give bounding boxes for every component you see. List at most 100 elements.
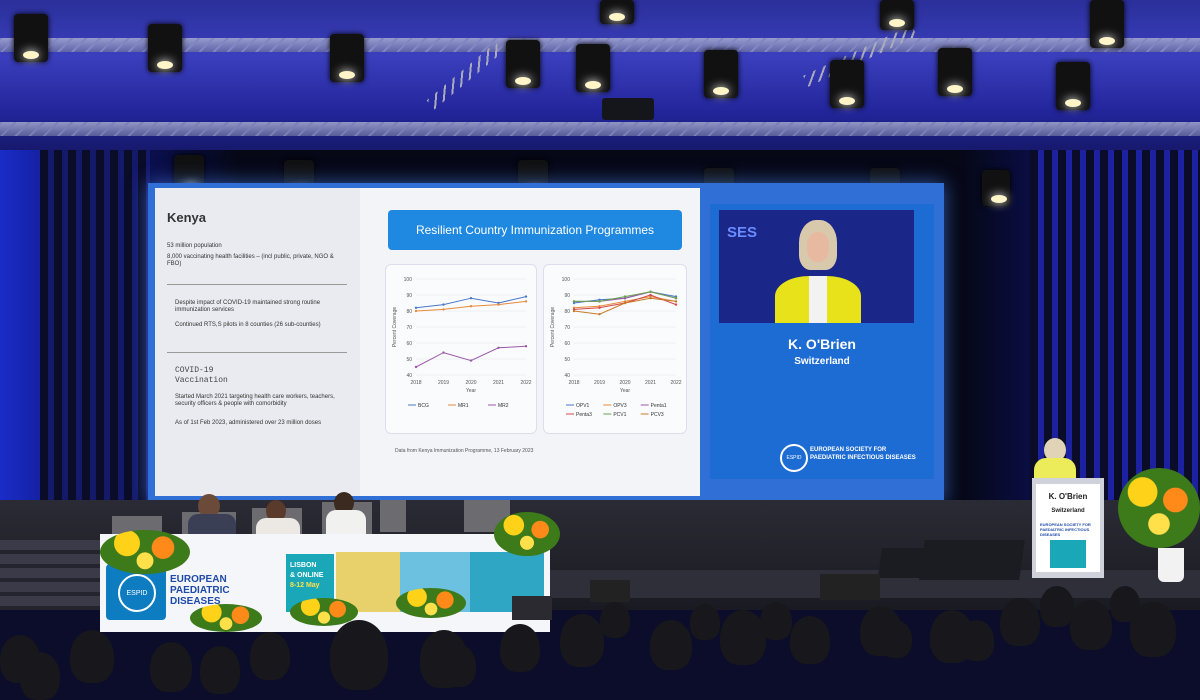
data-point (524, 300, 528, 303)
x-tick-label: 2021 (493, 380, 504, 386)
data-point (469, 359, 473, 362)
stage-speaker (820, 574, 880, 600)
x-tick-label: 2018 (568, 380, 579, 386)
y-axis-label: Percent Coverage (392, 307, 398, 348)
data-point (469, 305, 473, 308)
espid-logo: ESPID (118, 574, 156, 612)
legend-label: PCV1 (613, 412, 626, 418)
audience (0, 580, 1200, 700)
y-tick-label: 60 (406, 341, 412, 347)
stage-spotlight (576, 44, 610, 92)
x-tick-label: 2018 (410, 380, 421, 386)
bullet: Started March 2021 targeting health care… (175, 394, 335, 407)
series-line-mr2 (415, 345, 527, 368)
projector (602, 98, 654, 120)
divider (167, 352, 347, 353)
data-point (572, 300, 576, 303)
audience-member (500, 624, 540, 672)
audience-member (880, 620, 912, 659)
audience-member (330, 620, 388, 690)
chart-opv-penta-pcv: 100 90 80 70 60 50 40 2018 2019 2020 2021 2022 Year P… (543, 264, 687, 434)
legend-label: Penta1 (651, 403, 667, 409)
data-point (674, 300, 678, 303)
data-point (442, 351, 445, 354)
data-point (414, 365, 418, 369)
data-point (572, 309, 576, 313)
slide-source-note: Data from Kenya Immunization Programme, … (395, 448, 534, 454)
stage-spotlight (982, 170, 1010, 206)
audience-member (200, 646, 240, 694)
x-tick-label: 2021 (645, 380, 656, 386)
lectern-org: EUROPEAN SOCIETY FOR PAEDIATRIC INFECTIO… (1040, 522, 1091, 537)
audience-member (600, 602, 630, 638)
stage-curtain (40, 150, 150, 510)
data-point (442, 308, 445, 311)
covid-heading: COVID-19 Vaccination (175, 366, 228, 385)
data-point (497, 346, 500, 349)
stage-spotlight (506, 40, 540, 88)
data-point (649, 293, 652, 297)
audience-member (1040, 586, 1074, 627)
banner-mode: & ONLINE (290, 572, 324, 579)
data-point (623, 301, 627, 305)
lectern-sign: K. O'Brien Switzerland EUROPEAN SOCIETY … (1036, 484, 1100, 572)
audience-member (760, 602, 792, 641)
banner-line-1: EUROPEAN (170, 574, 227, 585)
speaker-country: Switzerland (794, 356, 850, 367)
stage-spotlight (830, 60, 864, 108)
presenter-head (1044, 438, 1066, 462)
flower-arrangement (100, 530, 190, 574)
slide-left-column: Kenya 53 million population 8,000 vaccin… (155, 188, 360, 496)
audience-member (250, 632, 290, 680)
divider (167, 284, 347, 285)
x-axis-label: Year (466, 388, 476, 394)
audience-member (150, 642, 192, 693)
speaker-shirt (809, 276, 827, 323)
data-point (497, 303, 500, 306)
audience-member (70, 630, 114, 683)
data-point (414, 306, 418, 309)
bullet: 53 million population (167, 243, 222, 249)
y-tick-label: 90 (406, 293, 412, 299)
data-point (414, 309, 418, 313)
panelist (334, 492, 354, 514)
audience-member (1110, 586, 1140, 622)
data-point (598, 313, 601, 316)
banner-city: LISBON (290, 562, 317, 569)
bullet: 8,000 vaccinating health facilities – (i… (167, 254, 334, 267)
flower-arrangement (1118, 468, 1200, 548)
audience-member (960, 620, 994, 661)
audience-member (440, 644, 476, 688)
x-tick-label: 2022 (520, 380, 531, 386)
slide-country-heading: Kenya (167, 210, 207, 225)
panelist (266, 500, 286, 522)
lectern-name: K. O'Brien (1048, 492, 1088, 501)
x-tick-label: 2020 (619, 380, 630, 386)
data-point (649, 297, 652, 300)
x-axis-label: Year (620, 388, 630, 394)
video-backdrop-text: SES (727, 224, 758, 241)
data-point (469, 297, 473, 300)
legend-label: Penta3 (576, 412, 592, 418)
audience-member (1070, 600, 1112, 651)
stage-monitor (919, 540, 1025, 580)
y-tick-label: 40 (564, 373, 570, 379)
bullet: As of 1st Feb 2023, administered over 23… (175, 420, 322, 426)
flower-arrangement (190, 604, 262, 632)
data-point (524, 295, 528, 298)
lectern-country: Switzerland (1051, 508, 1085, 514)
y-tick-label: 60 (564, 341, 570, 347)
org-line-1: EUROPEAN SOCIETY FOR (810, 447, 887, 453)
stage-spotlight (330, 34, 364, 82)
speaker-face (807, 232, 829, 262)
stage-spotlight (704, 50, 738, 98)
stage-speaker (590, 580, 630, 602)
audience-member (1000, 598, 1040, 646)
x-tick-label: 2022 (670, 380, 681, 386)
y-tick-label: 70 (406, 325, 412, 331)
legend-label: OPV3 (613, 403, 627, 409)
audience-member (720, 610, 766, 666)
banner-dates: 8-12 May (290, 582, 320, 589)
